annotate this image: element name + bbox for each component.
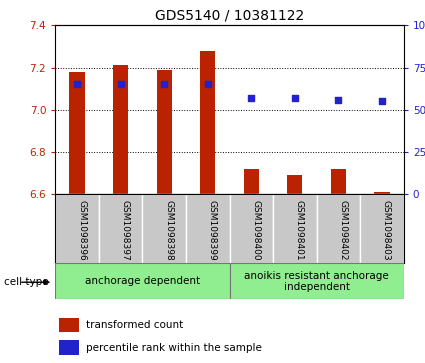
Text: anchorage dependent: anchorage dependent xyxy=(85,276,200,286)
Bar xyxy=(317,194,360,263)
Bar xyxy=(142,194,186,263)
Text: percentile rank within the sample: percentile rank within the sample xyxy=(86,343,262,352)
Bar xyxy=(360,194,404,263)
Text: transformed count: transformed count xyxy=(86,320,183,330)
Title: GDS5140 / 10381122: GDS5140 / 10381122 xyxy=(155,9,304,23)
Point xyxy=(117,82,124,87)
Point xyxy=(292,95,298,101)
Point xyxy=(248,95,255,101)
Text: GSM1098402: GSM1098402 xyxy=(338,200,347,260)
Bar xyxy=(55,194,99,263)
Text: GSM1098397: GSM1098397 xyxy=(121,200,130,261)
Bar xyxy=(186,194,230,263)
Bar xyxy=(200,51,215,194)
Text: anoikis resistant anchorage
independent: anoikis resistant anchorage independent xyxy=(244,270,389,292)
Bar xyxy=(374,192,390,194)
Bar xyxy=(273,194,317,263)
Point xyxy=(335,97,342,103)
Bar xyxy=(113,65,128,194)
Text: GSM1098400: GSM1098400 xyxy=(251,200,260,260)
Bar xyxy=(59,340,79,355)
Bar xyxy=(287,175,303,194)
Bar xyxy=(99,194,142,263)
Bar xyxy=(59,318,79,332)
Bar xyxy=(69,72,85,194)
Bar xyxy=(55,263,230,299)
Point xyxy=(204,82,211,87)
Text: GSM1098396: GSM1098396 xyxy=(77,200,86,261)
Bar xyxy=(156,70,172,194)
Point xyxy=(161,82,167,87)
Text: GSM1098401: GSM1098401 xyxy=(295,200,304,260)
Text: GSM1098399: GSM1098399 xyxy=(208,200,217,261)
Point xyxy=(74,82,80,87)
Bar xyxy=(244,169,259,194)
Bar xyxy=(230,194,273,263)
Bar xyxy=(331,169,346,194)
Point xyxy=(379,98,385,104)
Text: GSM1098398: GSM1098398 xyxy=(164,200,173,261)
Text: GSM1098403: GSM1098403 xyxy=(382,200,391,260)
Text: cell type: cell type xyxy=(4,277,49,287)
Bar xyxy=(230,263,404,299)
